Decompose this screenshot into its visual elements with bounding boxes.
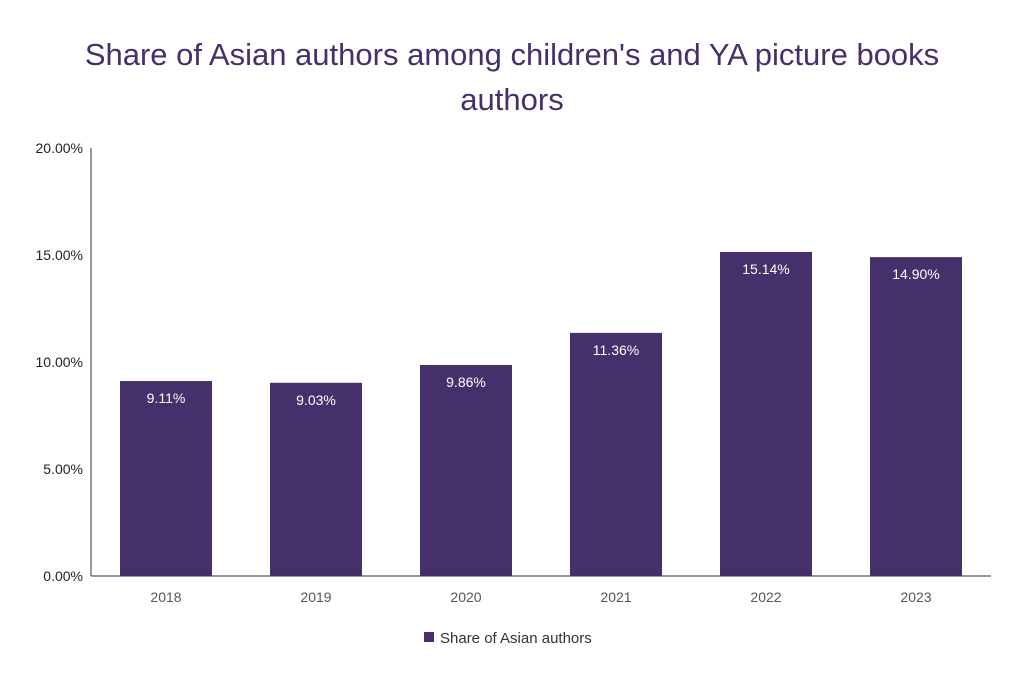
x-tick-label: 2018 (150, 589, 181, 605)
y-tick-label: 10.00% (36, 354, 83, 370)
chart-title: Share of Asian authors among children's … (84, 37, 940, 117)
x-tick-label: 2023 (900, 589, 931, 605)
bar (870, 257, 962, 576)
bar-data-label: 9.11% (147, 390, 186, 406)
y-tick-label: 0.00% (43, 568, 83, 584)
bar-data-label: 15.14% (742, 261, 789, 277)
bar-data-label: 11.36% (593, 342, 639, 358)
y-tick-label: 20.00% (36, 140, 83, 156)
bar (120, 381, 212, 576)
bar (270, 382, 362, 576)
x-axis-labels: 2018 2019 2020 2021 2022 2023 (150, 589, 931, 605)
legend-label: Share of Asian authors (440, 630, 592, 647)
y-tick-label: 15.00% (36, 247, 83, 263)
bar-data-label: 9.03% (296, 392, 336, 408)
x-tick-label: 2021 (600, 589, 631, 605)
bar (720, 252, 812, 576)
bars-group: 9.11% 9.03% 9.86% 11.36% 15.14% 14.90% (120, 252, 962, 576)
y-axis-ticks: 0.00% 5.00% 10.00% 15.00% 20.00% (36, 140, 83, 584)
bar-data-label: 9.86% (446, 374, 486, 390)
x-tick-label: 2020 (450, 589, 481, 605)
y-tick-label: 5.00% (43, 461, 83, 477)
legend: Share of Asian authors (424, 630, 592, 647)
bar (570, 332, 662, 576)
bar (420, 364, 512, 576)
x-tick-label: 2019 (300, 589, 331, 605)
legend-swatch (424, 632, 434, 642)
bar-data-label: 14.90% (892, 266, 939, 282)
x-tick-label: 2022 (750, 589, 781, 605)
